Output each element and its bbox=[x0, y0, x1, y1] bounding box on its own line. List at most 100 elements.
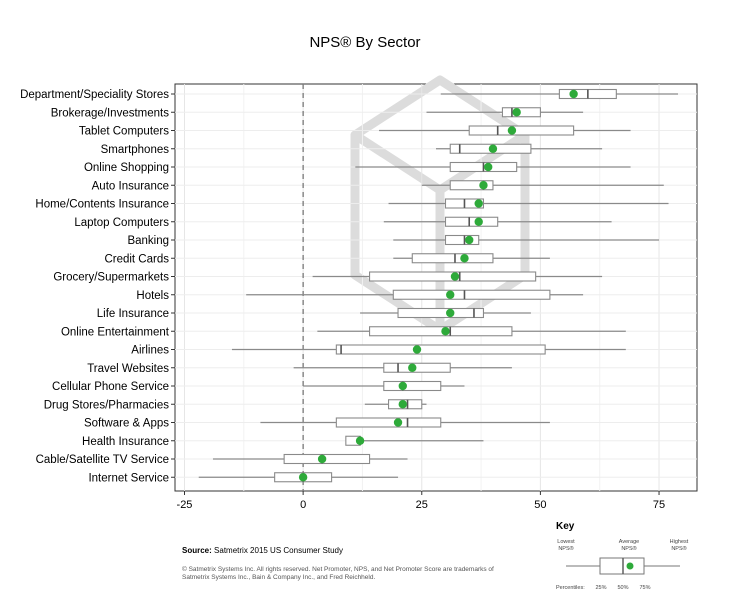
x-tick-label: 25 bbox=[416, 499, 428, 511]
mean-point-internet-service bbox=[298, 473, 308, 482]
iqr-box-banking bbox=[444, 234, 480, 246]
category-label-travel-websites: Travel Websites bbox=[87, 363, 169, 375]
mean-point-credit-cards bbox=[460, 254, 469, 263]
box-online-shopping bbox=[355, 161, 631, 173]
mean-point-home-contents-insurance bbox=[474, 199, 483, 208]
category-label-internet-service: Internet Service bbox=[88, 472, 169, 484]
box-banking bbox=[393, 234, 660, 246]
mean-point-airlines bbox=[412, 345, 422, 354]
mean-point-auto-insurance bbox=[479, 181, 488, 190]
box-department-speciality-stores bbox=[440, 88, 679, 100]
box-travel-websites bbox=[293, 362, 512, 373]
category-label-smartphones: Smartphones bbox=[101, 144, 170, 156]
category-label-cellular-phone-service: Cellular Phone Service bbox=[52, 381, 169, 393]
key-box bbox=[599, 557, 645, 575]
x-tick-label: 75 bbox=[653, 499, 665, 511]
chart-title: NPS® By Sector bbox=[309, 34, 421, 51]
mean-point-life-insurance bbox=[446, 308, 455, 318]
box-cable-satellite-tv-service bbox=[212, 453, 408, 465]
mean-point-grocery-supermarkets bbox=[450, 272, 460, 281]
x-tick-label: 0 bbox=[300, 499, 306, 511]
category-label-banking: Banking bbox=[127, 235, 169, 247]
key-average-label: Average NPS® bbox=[618, 539, 640, 552]
mean-point-banking bbox=[465, 235, 474, 245]
iqr-box-hotels bbox=[392, 289, 551, 300]
box-home-contents-insurance bbox=[388, 198, 669, 209]
mean-point-health-insurance bbox=[355, 436, 365, 445]
key-percentiles-label: Percentiles: bbox=[556, 585, 585, 591]
mean-point-laptop-computers bbox=[474, 217, 483, 226]
category-label-auto-insurance: Auto Insurance bbox=[92, 180, 169, 192]
category-label-cable-satellite-tv-service: Cable/Satellite TV Service bbox=[36, 454, 169, 466]
iqr-box-auto-insurance bbox=[449, 180, 494, 191]
category-label-home-contents-insurance: Home/Contents Insurance bbox=[35, 199, 169, 211]
category-label-laptop-computers: Laptop Computers bbox=[74, 217, 169, 229]
key-mean-point bbox=[626, 562, 634, 570]
key-title: Key bbox=[556, 521, 575, 532]
iqr-box-laptop-computers bbox=[444, 216, 499, 227]
iqr-box-travel-websites bbox=[383, 362, 451, 373]
category-label-online-entertainment: Online Entertainment bbox=[61, 326, 170, 338]
mean-point-travel-websites bbox=[408, 363, 417, 372]
category-label-grocery-supermarkets: Grocery/Supermarkets bbox=[53, 272, 169, 284]
box-life-insurance bbox=[360, 307, 531, 319]
key-lowest-label: Lowest NPS® bbox=[557, 539, 575, 552]
box-cellular-phone-service bbox=[303, 380, 465, 392]
iqr-box-tablet-computers bbox=[468, 125, 575, 136]
iqr-box-life-insurance bbox=[397, 307, 485, 319]
mean-point-hotels bbox=[446, 290, 455, 299]
iqr-box-cable-satellite-tv-service bbox=[283, 453, 371, 465]
category-label-health-insurance: Health Insurance bbox=[82, 436, 169, 448]
box-brokerage-investments bbox=[426, 107, 584, 118]
mean-point-department-speciality-stores bbox=[569, 89, 578, 99]
category-label-life-insurance: Life Insurance bbox=[97, 308, 169, 320]
box-drug-stores-pharmacies bbox=[364, 399, 427, 410]
mean-point-drug-stores-pharmacies bbox=[398, 400, 407, 409]
box-software-apps bbox=[260, 417, 550, 428]
iqr-box-airlines bbox=[335, 344, 546, 355]
x-tick-label: 50 bbox=[534, 499, 546, 511]
key-p50-label: 50% bbox=[617, 585, 629, 591]
key-highest-label: Highest NPS® bbox=[669, 539, 689, 552]
mean-point-online-entertainment bbox=[441, 327, 450, 336]
key-p25-label: 25% bbox=[595, 585, 607, 591]
category-label-hotels: Hotels bbox=[136, 290, 169, 302]
mean-point-cellular-phone-service bbox=[398, 381, 407, 391]
mean-point-cable-satellite-tv-service bbox=[317, 454, 327, 464]
category-label-drug-stores-pharmacies: Drug Stores/Pharmacies bbox=[44, 399, 170, 411]
source-label: Source: bbox=[182, 546, 212, 555]
box-health-insurance bbox=[345, 435, 484, 446]
mean-point-software-apps bbox=[393, 418, 403, 427]
source-text: Satmetrix 2015 US Consumer Study bbox=[214, 546, 343, 555]
box-auto-insurance bbox=[421, 180, 664, 191]
mean-point-smartphones bbox=[488, 144, 498, 153]
category-label-brokerage-investments: Brokerage/Investments bbox=[51, 107, 170, 119]
box-online-entertainment bbox=[317, 326, 626, 337]
iqr-box-brokerage-investments bbox=[501, 107, 541, 118]
iqr-box-software-apps bbox=[335, 417, 442, 428]
x-tick-label: -25 bbox=[177, 499, 193, 511]
source-note: Source: Satmetrix 2015 US Consumer Study bbox=[182, 546, 343, 555]
key-p75-label: 75% bbox=[639, 585, 651, 591]
category-label-airlines: Airlines bbox=[131, 345, 169, 357]
iqr-box-cellular-phone-service bbox=[383, 380, 442, 392]
box-internet-service bbox=[198, 472, 399, 483]
iqr-box-online-entertainment bbox=[369, 326, 513, 337]
box-hotels bbox=[246, 289, 584, 300]
iqr-box-credit-cards bbox=[411, 253, 494, 264]
box-airlines bbox=[231, 344, 626, 355]
copyright-note: © Satmetrix Systems Inc. All rights rese… bbox=[182, 566, 494, 581]
mean-point-online-shopping bbox=[484, 162, 493, 172]
category-label-software-apps: Software & Apps bbox=[84, 418, 169, 430]
mean-point-brokerage-investments bbox=[512, 108, 521, 117]
box-credit-cards bbox=[393, 253, 550, 264]
box-smartphones bbox=[436, 143, 603, 154]
box-laptop-computers bbox=[383, 216, 612, 227]
category-label-department-speciality-stores: Department/Speciality Stores bbox=[20, 89, 169, 101]
category-label-online-shopping: Online Shopping bbox=[84, 162, 169, 174]
category-label-credit-cards: Credit Cards bbox=[104, 253, 169, 265]
box-grocery-supermarkets bbox=[312, 271, 603, 282]
box-tablet-computers bbox=[379, 125, 631, 136]
category-label-tablet-computers: Tablet Computers bbox=[79, 126, 169, 138]
